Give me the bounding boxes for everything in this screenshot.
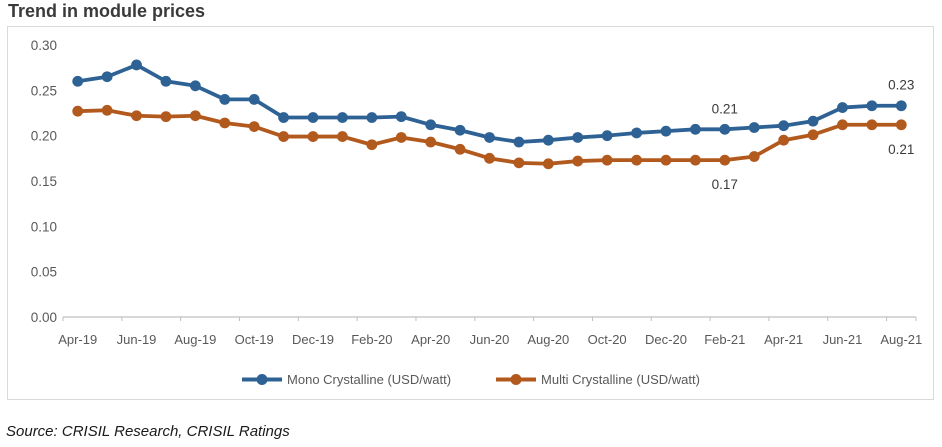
data-point-marker (101, 104, 113, 116)
data-point-marker (454, 124, 466, 136)
chart-title: Trend in module prices (8, 1, 206, 21)
data-point-marker (72, 75, 84, 87)
y-tick-label: 0.10 (31, 219, 57, 234)
data-point-marker (895, 100, 907, 112)
data-label: 0.17 (712, 177, 738, 192)
data-point-marker (748, 122, 760, 133)
data-point-marker (337, 131, 348, 142)
data-point-marker (719, 154, 731, 166)
data-point-marker (719, 123, 731, 135)
x-tick-label: Oct-20 (588, 332, 627, 347)
data-point-marker (748, 151, 760, 162)
series-line-0 (75, 63, 904, 144)
mono-series-line-icon (242, 374, 283, 385)
data-point-marker (513, 136, 525, 148)
data-point-marker (72, 105, 84, 117)
data-point-marker (542, 158, 554, 170)
data-point-marker (689, 154, 701, 166)
multi-series-line-icon (496, 374, 537, 385)
data-point-marker (425, 119, 437, 131)
data-point-marker (395, 132, 407, 143)
data-label: 0.21 (712, 101, 738, 116)
source-note: Source: CRISIL Research, CRISIL Ratings (6, 423, 290, 440)
x-tick-label: Aug-19 (174, 332, 216, 347)
data-point-marker (572, 132, 584, 143)
y-tick-label: 0.25 (31, 83, 57, 98)
x-tick-label: Jun-21 (823, 332, 863, 347)
y-tick-label: 0.30 (31, 38, 57, 53)
data-point-marker (631, 154, 642, 166)
data-label: 0.23 (888, 78, 914, 93)
data-point-marker (895, 119, 907, 131)
data-point-marker (778, 134, 790, 146)
data-point-marker (278, 112, 290, 123)
data-point-marker (484, 132, 495, 143)
data-point-marker (189, 110, 201, 122)
x-tick-label: Jun-20 (470, 332, 510, 347)
x-tick-label: Feb-20 (351, 332, 392, 347)
data-point-marker (307, 131, 319, 142)
x-tick-label: Apr-21 (764, 332, 803, 347)
data-point-marker (219, 117, 231, 129)
data-point-marker (307, 112, 319, 123)
data-point-marker (248, 94, 260, 105)
x-tick-label: Jun-19 (117, 332, 157, 347)
data-point-marker (866, 100, 878, 112)
data-point-marker (131, 110, 142, 122)
data-point-marker (778, 120, 790, 132)
y-tick-label: 0.00 (31, 310, 57, 325)
data-point-marker (425, 136, 437, 148)
y-tick-label: 0.05 (31, 265, 57, 280)
data-point-marker (601, 130, 613, 142)
data-point-marker (101, 71, 113, 83)
data-point-marker (660, 154, 672, 166)
data-point-marker (395, 111, 407, 123)
data-point-marker (484, 152, 495, 164)
chart-area: 0.00 0.05 0.10 0.15 0.20 0.25 0.30 Apr-19 Jun-19… (7, 26, 934, 400)
data-point-marker (542, 134, 554, 146)
data-point-marker (131, 59, 142, 71)
x-tick-label: Apr-19 (58, 332, 97, 347)
legend-label-mono: Mono Crystalline (USD/watt) (287, 372, 452, 387)
data-point-marker (189, 80, 201, 92)
legend-item-multi-crystalline: Multi Crystalline (USD/watt) (495, 372, 700, 387)
x-tick-label: Feb-21 (704, 332, 745, 347)
data-point-marker (366, 139, 378, 151)
x-tick-label: Aug-21 (880, 332, 922, 347)
data-point-marker (160, 75, 172, 87)
data-point-marker (366, 112, 378, 123)
legend-label-multi: Multi Crystalline (USD/watt) (541, 372, 700, 387)
chart-legend: Mono Crystalline (USD/watt) Multi Crysta… (8, 372, 933, 387)
data-point-marker (219, 94, 231, 105)
data-point-marker (454, 143, 466, 155)
x-tick-label: Oct-19 (235, 332, 274, 347)
data-point-marker (660, 125, 672, 137)
data-point-marker (248, 121, 260, 132)
data-label: 0.21 (888, 142, 914, 157)
legend-item-mono-crystalline: Mono Crystalline (USD/watt) (241, 372, 451, 387)
x-tick-label: Aug-20 (527, 332, 569, 347)
data-point-marker (631, 127, 642, 139)
data-point-marker (160, 111, 172, 123)
data-point-marker (278, 131, 290, 142)
data-point-marker (866, 119, 878, 131)
x-tick-label: Dec-20 (645, 332, 687, 347)
data-point-marker (601, 154, 613, 166)
y-tick-label: 0.20 (31, 129, 57, 144)
data-point-marker (837, 119, 848, 131)
line-chart-plot: 0.00 0.05 0.10 0.15 0.20 0.25 0.30 Apr-19 Jun-19… (31, 38, 923, 347)
y-tick-label: 0.15 (31, 174, 57, 189)
data-point-marker (807, 129, 819, 141)
data-point-marker (337, 112, 348, 123)
data-point-marker (689, 123, 701, 135)
data-point-marker (513, 157, 525, 169)
data-point-marker (572, 155, 584, 167)
x-tick-label: Apr-20 (411, 332, 450, 347)
data-point-marker (837, 102, 848, 113)
x-tick-label: Dec-19 (292, 332, 334, 347)
data-point-marker (807, 115, 819, 127)
